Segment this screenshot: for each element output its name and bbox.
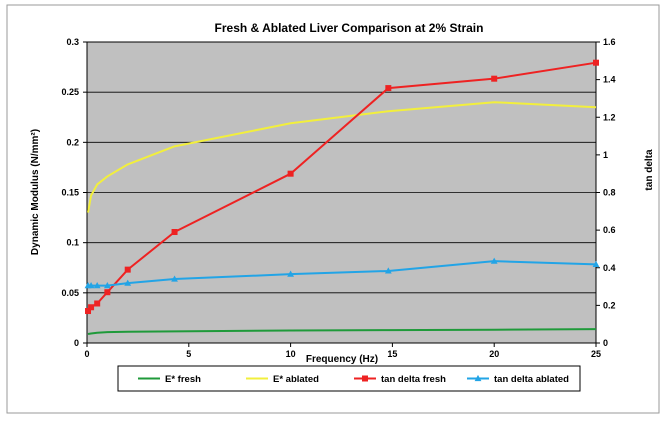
legend-marker-tan-delta-ablated <box>474 374 482 382</box>
data-point-tan-delta-ablated <box>592 260 600 267</box>
data-point-tan-delta-fresh <box>124 266 131 273</box>
x-tick-label: 25 <box>591 349 601 359</box>
data-point-tan-delta-ablated <box>87 282 95 289</box>
x-tick-label: 15 <box>387 349 397 359</box>
series-line-tan-delta-fresh <box>87 61 597 312</box>
chart-title: Fresh & Ablated Liver Comparison at 2% S… <box>215 21 484 35</box>
y2-tick-label: 0.8 <box>603 188 616 198</box>
legend-box <box>117 365 581 392</box>
series-markers <box>84 59 600 315</box>
y2-tick-label: 1.2 <box>603 112 616 122</box>
y-tick-label: 0.05 <box>61 288 79 298</box>
series-line-tan-delta-ablated <box>88 260 597 287</box>
y2-tick-label: 1.4 <box>603 75 616 85</box>
data-point-tan-delta-ablated <box>171 275 178 282</box>
legend-label-e-ablated: E* ablated <box>273 374 319 385</box>
data-point-tan-delta-ablated <box>124 279 132 286</box>
y2-tick-label: 0.4 <box>603 263 616 273</box>
x-tick-label: 10 <box>286 349 296 359</box>
data-point-tan-delta-fresh <box>85 308 92 315</box>
y-axis-title: Dynamic Modulus (N/mm²) <box>30 129 41 255</box>
data-point-tan-delta-ablated <box>287 270 294 277</box>
y2-tick-label: 0.2 <box>603 300 616 310</box>
data-point-tan-delta-fresh <box>88 304 95 311</box>
x-tick-label: 20 <box>489 349 499 359</box>
y2-tick-label: 1.6 <box>603 37 616 47</box>
y2-tick-label: 0.6 <box>603 225 616 235</box>
data-point-tan-delta-fresh <box>287 170 294 177</box>
data-point-tan-delta-fresh <box>491 75 498 82</box>
x-tick-label: 5 <box>186 349 191 359</box>
legend-label-e-fresh: E* fresh <box>165 374 201 385</box>
data-point-tan-delta-ablated <box>103 282 111 289</box>
legend: E* fresh E* ablated tan delta fresh tan del… <box>138 374 569 385</box>
legend-label-tan-delta-fresh: tan delta fresh <box>381 374 446 385</box>
y-tick-label: 0 <box>74 338 79 348</box>
y-tick-label: 0.3 <box>66 37 79 47</box>
data-point-tan-delta-ablated <box>384 267 392 274</box>
y-tick-label: 0.2 <box>66 137 79 147</box>
y-tick-label: 0.25 <box>61 87 79 97</box>
x-axis-title: Frequency (Hz) <box>306 354 378 365</box>
data-point-tan-delta-fresh <box>593 59 599 66</box>
y2-tick-label: 1 <box>603 150 608 160</box>
data-point-tan-delta-ablated <box>93 282 101 289</box>
y2-axis-title: tan delta <box>644 149 655 191</box>
y-tick-label: 0.15 <box>61 188 79 198</box>
legend-label-tan-delta-ablated: tan delta ablated <box>494 374 569 385</box>
y-axis-ticks: 0 0.05 0.1 0.15 0.2 0.25 0.3 <box>61 37 87 348</box>
data-point-tan-delta-fresh <box>171 229 178 236</box>
series-line-e-ablated <box>87 101 597 213</box>
grid-lines <box>87 91 596 294</box>
data-point-tan-delta-fresh <box>385 85 392 92</box>
series-line-e-fresh <box>87 328 597 335</box>
x-axis-ticks: 0 5 10 15 20 25 <box>84 343 601 359</box>
y-tick-label: 0.1 <box>66 238 79 248</box>
data-point-tan-delta-ablated <box>490 257 498 264</box>
data-point-tan-delta-fresh <box>94 300 101 307</box>
y2-tick-label: 0 <box>603 338 608 348</box>
legend-marker-tan-delta-fresh <box>362 375 368 382</box>
y2-axis-ticks: 0 0.2 0.4 0.6 0.8 1 1.2 1.4 1.6 <box>596 37 616 348</box>
x-tick-label: 0 <box>84 349 89 359</box>
series-lines <box>87 61 597 335</box>
data-point-tan-delta-fresh <box>104 289 111 296</box>
